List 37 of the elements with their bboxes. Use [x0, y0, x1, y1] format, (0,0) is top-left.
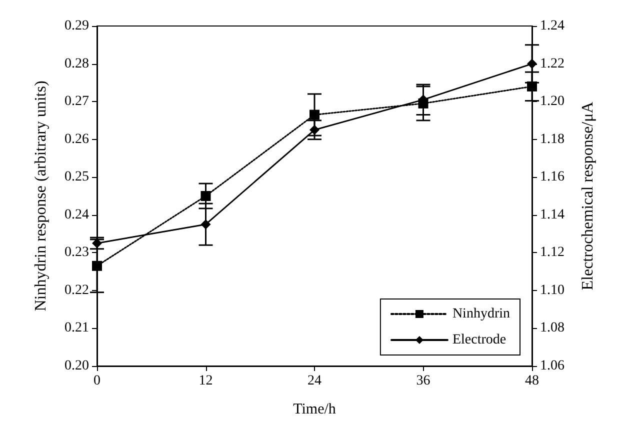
y-tick-label: 0.23 [64, 245, 89, 260]
x-tick-label: 48 [525, 374, 539, 388]
x-tick-label: 12 [198, 374, 213, 388]
y-tick-label: 0.22 [64, 282, 89, 298]
x-axis-title: Time/h [293, 402, 336, 418]
x-tick-label: 24 [308, 374, 322, 388]
y2-tick-label: 1.10 [540, 282, 564, 298]
y2-tick-label: 1.08 [540, 320, 564, 336]
legend-label: Ninhydrin [452, 306, 510, 322]
y-tick-label: 0.29 [64, 18, 89, 34]
y2-tick-label: 1.14 [540, 207, 564, 222]
y-tick-label: 0.26 [64, 132, 89, 147]
legend-label: Electrode [452, 332, 506, 348]
point [200, 219, 211, 230]
y2-tick-label: 1.12 [540, 245, 564, 260]
y2-tick-label: 1.24 [540, 18, 564, 34]
y2-tick-label: 1.20 [540, 94, 564, 110]
y-tick-label: 0.27 [64, 94, 89, 110]
y-tick-label: 0.21 [64, 320, 89, 336]
y2-tick-label: 1.18 [540, 132, 564, 147]
y2-tick-label: 1.16 [540, 170, 564, 185]
y-tick-label: 0.28 [64, 56, 89, 72]
point [92, 260, 102, 271]
y-tick-label: 0.24 [64, 207, 89, 222]
x-tick-label: 0 [94, 374, 100, 388]
y2-axis-title: Electrochemical response/μA [580, 101, 596, 290]
point [527, 58, 537, 69]
point [310, 110, 320, 120]
x-tick-label: 36 [416, 374, 430, 388]
y-tick-label: 0.25 [64, 170, 89, 185]
y-tick-label: 0.20 [64, 358, 89, 374]
point [527, 81, 537, 92]
y-axis-title: Ninhydrin response (arbitrary units) [32, 80, 50, 312]
y2-tick-label: 1.06 [540, 358, 564, 374]
point [310, 124, 320, 135]
point [200, 191, 211, 201]
y2-tick-label: 1.22 [540, 56, 564, 72]
